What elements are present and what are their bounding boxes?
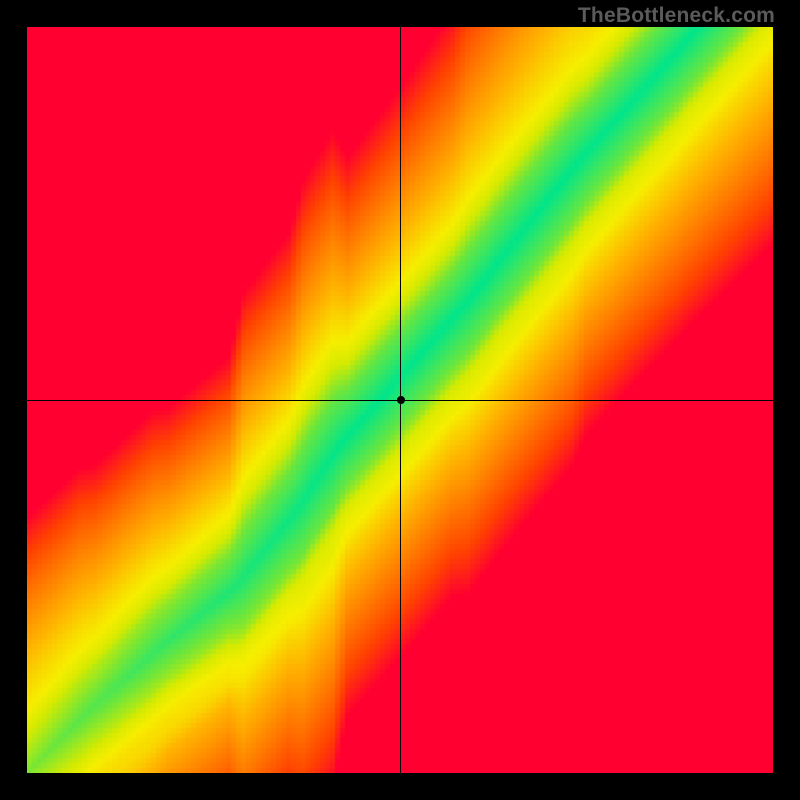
heatmap-plot — [27, 27, 773, 773]
watermark-text: TheBottleneck.com — [578, 4, 775, 28]
chart-frame: TheBottleneck.com — [0, 0, 800, 800]
point-marker — [397, 396, 405, 404]
